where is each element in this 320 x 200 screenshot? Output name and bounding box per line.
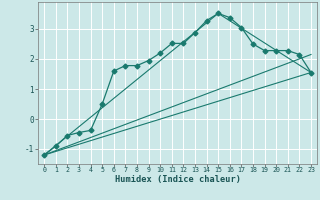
X-axis label: Humidex (Indice chaleur): Humidex (Indice chaleur): [115, 175, 241, 184]
